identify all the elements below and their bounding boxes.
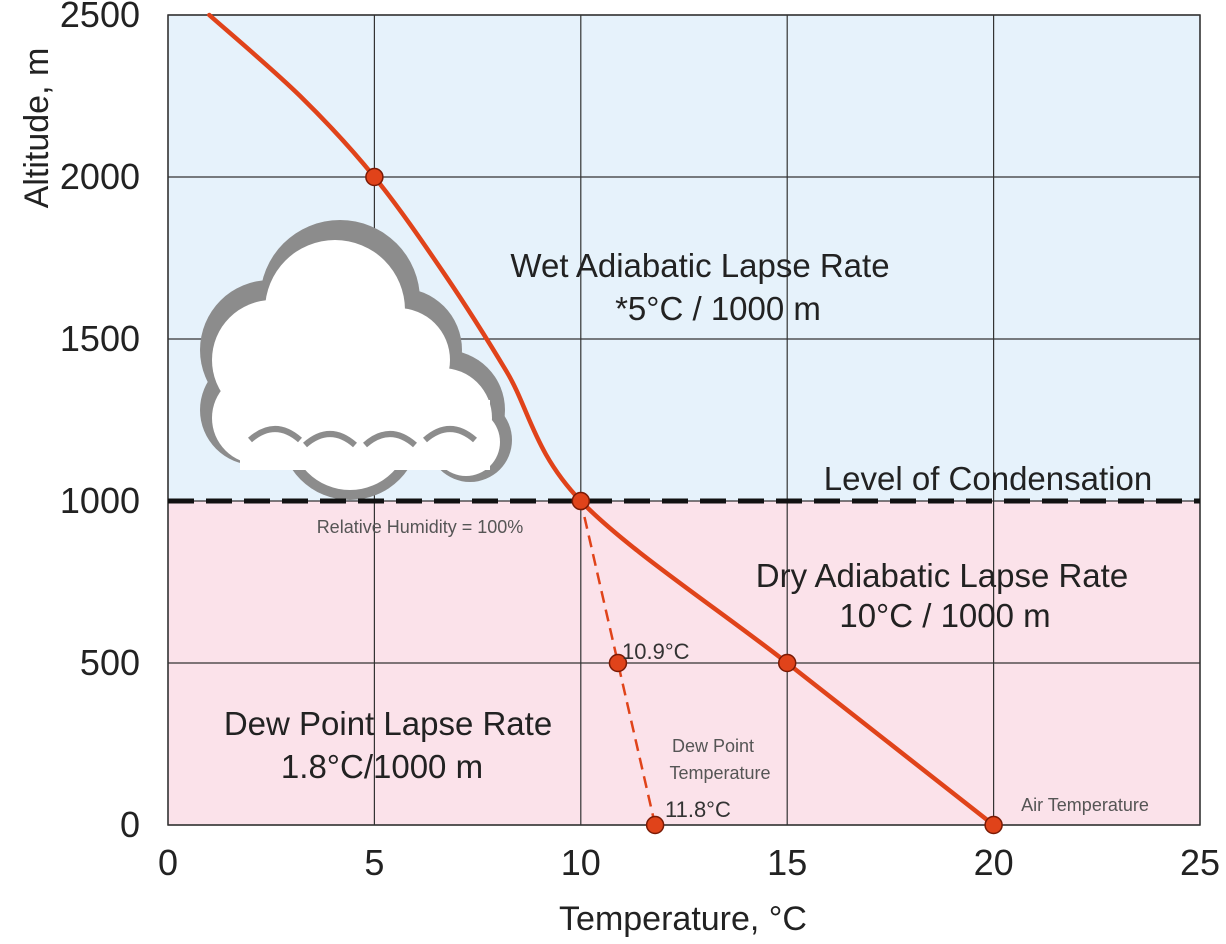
y-tick-label: 500 (80, 642, 140, 683)
y-axis-title: Altitude, m (18, 48, 56, 209)
dew-0-label: 11.8°C (665, 797, 731, 822)
dew-point-line (579, 500, 657, 826)
data-point (571, 491, 591, 511)
x-tick-label: 5 (364, 842, 384, 883)
y-tick-label: 1500 (60, 318, 140, 359)
data-point (777, 653, 797, 673)
dew-rate-value: 1.8°C/1000 m (281, 748, 483, 785)
dew-point-label-line2: Temperature (669, 763, 770, 783)
x-tick-label: 15 (767, 842, 807, 883)
x-tick-label: 20 (974, 842, 1014, 883)
dry-rate-value: 10°C / 1000 m (839, 597, 1050, 634)
humidity-label: Relative Humidity = 100% (317, 517, 524, 537)
dew-point-label-line1: Dew Point (672, 736, 754, 756)
plot-border (167, 14, 1201, 826)
x-tick-label: 10 (561, 842, 601, 883)
data-point (645, 815, 665, 835)
wet-rate-label: Wet Adiabatic Lapse Rate (510, 247, 889, 284)
data-point (984, 815, 1003, 835)
dew-500-label: 10.9°C (622, 639, 690, 664)
y-tick-label: 0 (120, 804, 140, 845)
condensation-label: Level of Condensation (824, 460, 1152, 497)
y-tick-label: 2000 (60, 156, 140, 197)
dry-rate-label: Dry Adiabatic Lapse Rate (756, 557, 1128, 594)
x-axis-title: Temperature, °C (559, 900, 807, 938)
data-point (365, 167, 384, 187)
y-tick-labels: 0 500 1000 1500 2000 2500 (60, 0, 140, 845)
y-tick-label: 1000 (60, 480, 140, 521)
x-tick-labels: 0 5 10 15 20 25 (158, 842, 1220, 883)
y-tick-label: 2500 (60, 0, 140, 35)
x-tick-label: 0 (158, 842, 178, 883)
wet-rate-value: *5°C / 1000 m (615, 290, 821, 327)
plot-frame (167, 14, 1201, 826)
data-markers (365, 167, 1003, 835)
data-point (608, 653, 628, 673)
cloud-icon (200, 220, 512, 500)
dew-rate-label: Dew Point Lapse Rate (224, 705, 552, 742)
air-temperature-label: Air Temperature (1021, 795, 1149, 815)
x-tick-label: 25 (1180, 842, 1220, 883)
